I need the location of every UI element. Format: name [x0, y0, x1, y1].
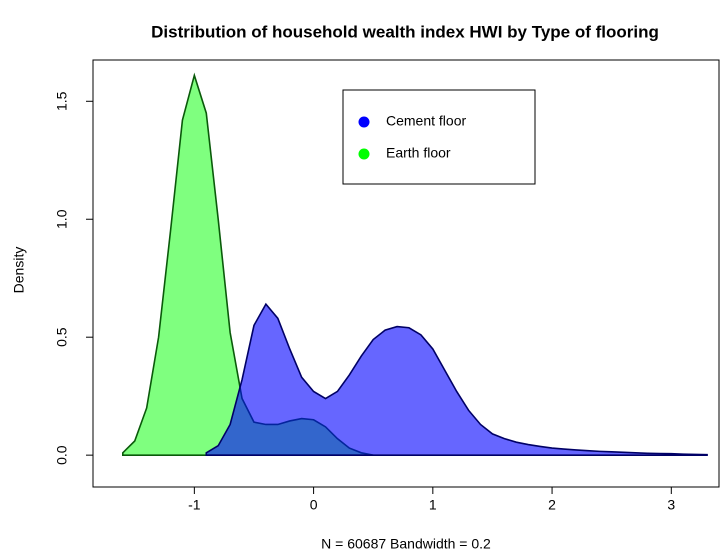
y-tick-label: 0.0 [54, 445, 70, 465]
y-axis-label: Density [11, 247, 27, 294]
x-axis-label: N = 60687 Bandwidth = 0.2 [321, 536, 491, 552]
chart-title: Distribution of household wealth index H… [151, 22, 659, 41]
x-tick-label: -1 [188, 497, 201, 513]
legend: Cement floor Earth floor [342, 89, 536, 185]
legend-box [342, 89, 536, 185]
density-area [205, 302, 708, 456]
y-tick-label: 1.0 [54, 209, 70, 229]
x-tick-label: 0 [310, 497, 318, 513]
legend-swatch [358, 116, 370, 128]
x-tick-label: 1 [429, 497, 437, 513]
legend-label: Earth floor [386, 145, 451, 161]
legend-swatch [358, 148, 370, 160]
y-tick-label: 0.5 [54, 327, 70, 347]
x-tick-label: 2 [548, 497, 556, 513]
legend-label: Cement floor [386, 113, 466, 129]
x-tick-label: 3 [667, 497, 675, 513]
y-tick-label: 1.5 [54, 91, 70, 111]
